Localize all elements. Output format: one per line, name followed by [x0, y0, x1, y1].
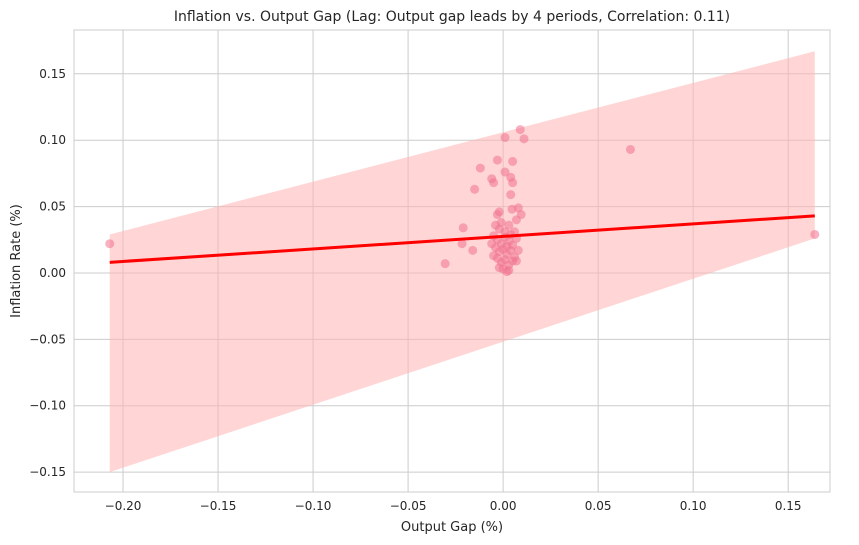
data-point [489, 251, 499, 261]
data-point [502, 241, 512, 251]
x-tick-label: −0.05 [390, 499, 427, 513]
data-point [504, 265, 514, 275]
x-tick-label: 0.00 [490, 499, 517, 513]
data-point [500, 133, 510, 143]
y-tick-label: 0.00 [39, 266, 66, 280]
x-axis-label: Output Gap (%) [401, 520, 503, 535]
data-point [508, 178, 518, 188]
y-tick-label: −0.10 [29, 399, 66, 413]
data-point [506, 190, 516, 200]
data-point [492, 155, 502, 165]
data-point [504, 220, 514, 230]
data-point [513, 245, 523, 255]
x-tick-label: 0.15 [775, 499, 802, 513]
regression-line [109, 214, 815, 264]
data-point [810, 229, 820, 239]
data-point [457, 239, 467, 249]
data-point [105, 239, 115, 249]
y-tick-label: 0.05 [39, 200, 66, 214]
data-point [475, 163, 485, 173]
y-tick-label: 0.15 [39, 67, 66, 81]
data-point [519, 134, 529, 144]
data-point [496, 218, 506, 227]
chart-title: Inflation vs. Output Gap (Lag: Output ga… [174, 9, 730, 25]
data-point [489, 178, 499, 188]
x-tick-label: 0.10 [680, 499, 707, 513]
data-point [440, 259, 450, 269]
confidence-band [109, 51, 815, 473]
data-point [500, 167, 510, 177]
data-point [470, 184, 480, 194]
data-point [515, 125, 525, 135]
data-point [487, 239, 497, 249]
data-point [507, 204, 517, 214]
y-axis-label: Inflation Rate (%) [9, 204, 24, 318]
data-point [508, 156, 518, 166]
data-point [492, 210, 502, 220]
data-point [511, 256, 521, 266]
y-tick-label: −0.05 [29, 332, 66, 346]
x-tick-label: −0.10 [295, 499, 332, 513]
data-point [458, 223, 468, 233]
y-tick-label: 0.10 [39, 133, 66, 147]
x-tick-label: −0.20 [105, 499, 142, 513]
data-point [511, 215, 521, 225]
x-tick-label: −0.15 [200, 499, 237, 513]
y-tick-label: −0.15 [29, 465, 66, 479]
data-point [625, 144, 635, 154]
data-point [468, 245, 478, 255]
x-tick-label: 0.05 [585, 499, 612, 513]
